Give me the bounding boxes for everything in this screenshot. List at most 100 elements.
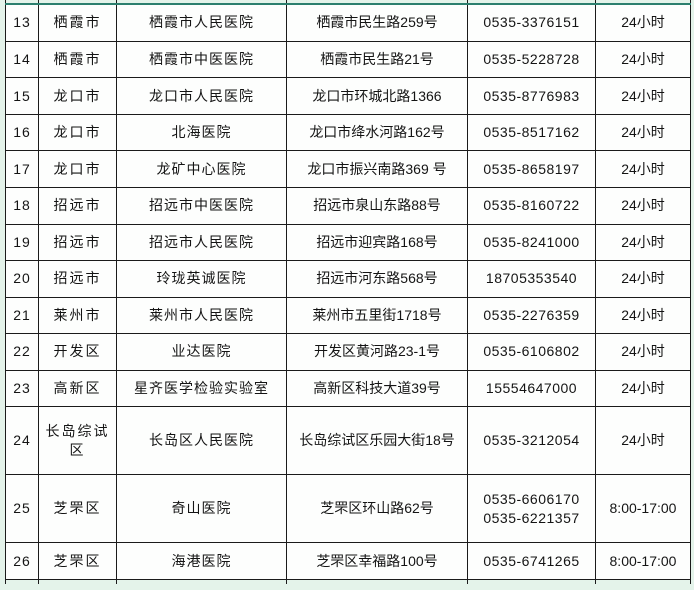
cell-phone-number: 0535-6106802 <box>467 333 596 371</box>
cell-hospital-name: 北海医院 <box>116 113 287 152</box>
cell-address: 招远市河东路568号 <box>286 260 468 298</box>
cell-phone-number: 18705353540 <box>467 260 596 298</box>
cell-district: 栖霞市 <box>38 2 117 42</box>
cell-service-hours: 24小时 <box>595 2 691 42</box>
cell-service-hours: 8:00-17:00 <box>595 542 691 580</box>
table-row: 22 开发区 业达医院 开发区黄河路23-1号 0535-6106802 24小… <box>5 333 691 371</box>
table-body: 13 栖霞市 栖霞市人民医院 栖霞市民生路259号 0535-3376151 2… <box>5 2 691 580</box>
cell-address: 栖霞市民生路21号 <box>286 40 468 79</box>
cell-row-number: 22 <box>5 333 39 371</box>
cell-row-number: 25 <box>5 474 39 544</box>
cell-address: 栖霞市民生路259号 <box>286 2 468 42</box>
cell-district: 长岛综试区 <box>38 406 117 476</box>
cell-service-hours: 24小时 <box>595 223 691 262</box>
cell-hospital-name: 招远市人民医院 <box>116 223 287 262</box>
cell-district: 高新区 <box>38 369 117 408</box>
cell-address: 高新区科技大道39号 <box>286 369 468 408</box>
table-row: 14 栖霞市 栖霞市中医医院 栖霞市民生路21号 0535-5228728 24… <box>5 40 691 79</box>
cell-phone-number: 0535-6741265 <box>467 542 596 580</box>
cell-phone-number: 0535-8160722 <box>467 187 596 225</box>
cell-address: 莱州市五里街1718号 <box>286 296 468 335</box>
cell-phone-number: 0535-3212054 <box>467 406 596 476</box>
cell-phone-number: 0535-6606170 0535-6221357 <box>467 474 596 544</box>
cell-service-hours: 24小时 <box>595 40 691 79</box>
cell-phone-number: 0535-8658197 <box>467 150 596 188</box>
cell-district: 莱州市 <box>38 296 117 335</box>
cell-address: 芝罘区环山路62号 <box>286 474 468 544</box>
cropped-row-stub-top <box>5 0 691 3</box>
cell-district: 龙口市 <box>38 77 117 115</box>
cell-hospital-name: 招远市中医医院 <box>116 187 287 225</box>
cell-address: 招远市泉山东路88号 <box>286 187 468 225</box>
cell-address: 龙口市环城北路1366 <box>286 77 468 115</box>
cell-district: 芝罘区 <box>38 474 117 544</box>
cell-district: 芝罘区 <box>38 542 117 580</box>
cell-hospital-name: 栖霞市中医医院 <box>116 40 287 79</box>
cell-hospital-name: 莱州市人民医院 <box>116 296 287 335</box>
cell-district: 招远市 <box>38 187 117 225</box>
cell-hospital-name: 海港医院 <box>116 542 287 580</box>
cell-service-hours: 24小时 <box>595 77 691 115</box>
cell-hospital-name: 栖霞市人民医院 <box>116 2 287 42</box>
table-row: 23 高新区 星齐医学检验实验室 高新区科技大道39号 15554647000 … <box>5 369 691 408</box>
cell-row-number: 23 <box>5 369 39 408</box>
cropped-row-stub-bottom <box>5 580 691 584</box>
cell-address: 芝罘区幸福路100号 <box>286 542 468 580</box>
cell-district: 开发区 <box>38 333 117 371</box>
cell-district: 招远市 <box>38 223 117 262</box>
cell-service-hours: 24小时 <box>595 369 691 408</box>
cell-row-number: 17 <box>5 150 39 188</box>
cell-hospital-name: 星齐医学检验实验室 <box>116 369 287 408</box>
table-row: 26 芝罘区 海港医院 芝罘区幸福路100号 0535-6741265 8:00… <box>5 542 691 580</box>
cell-hospital-name: 玲珑英诚医院 <box>116 260 287 298</box>
cell-address: 龙口市绛水河路162号 <box>286 113 468 152</box>
cell-row-number: 13 <box>5 2 39 42</box>
cell-phone-number: 0535-8776983 <box>467 77 596 115</box>
table-row: 25 芝罘区 奇山医院 芝罘区环山路62号 0535-6606170 0535-… <box>5 474 691 544</box>
cell-hospital-name: 龙矿中心医院 <box>116 150 287 188</box>
table-row: 16 龙口市 北海医院 龙口市绛水河路162号 0535-8517162 24小… <box>5 113 691 152</box>
cell-phone-number: 15554647000 <box>467 369 596 408</box>
cell-address: 开发区黄河路23-1号 <box>286 333 468 371</box>
cell-district: 龙口市 <box>38 150 117 188</box>
table-row: 13 栖霞市 栖霞市人民医院 栖霞市民生路259号 0535-3376151 2… <box>5 2 691 42</box>
cell-row-number: 18 <box>5 187 39 225</box>
table-row: 24 长岛综试区 长岛区人民医院 长岛综试区乐园大街18号 0535-32120… <box>5 406 691 476</box>
cell-row-number: 20 <box>5 260 39 298</box>
cell-service-hours: 24小时 <box>595 296 691 335</box>
cell-address: 招远市迎宾路168号 <box>286 223 468 262</box>
table-row: 19 招远市 招远市人民医院 招远市迎宾路168号 0535-8241000 2… <box>5 223 691 262</box>
hospital-directory-table: 13 栖霞市 栖霞市人民医院 栖霞市民生路259号 0535-3376151 2… <box>5 2 691 580</box>
table-row: 17 龙口市 龙矿中心医院 龙口市振兴南路369 号 0535-8658197 … <box>5 150 691 188</box>
table-row: 15 龙口市 龙口市人民医院 龙口市环城北路1366 0535-8776983 … <box>5 77 691 115</box>
table-row: 18 招远市 招远市中医医院 招远市泉山东路88号 0535-8160722 2… <box>5 187 691 225</box>
cell-service-hours: 24小时 <box>595 187 691 225</box>
cell-district: 龙口市 <box>38 113 117 152</box>
cell-row-number: 21 <box>5 296 39 335</box>
table-row: 20 招远市 玲珑英诚医院 招远市河东路568号 18705353540 24小… <box>5 260 691 298</box>
cell-address: 龙口市振兴南路369 号 <box>286 150 468 188</box>
cell-address: 长岛综试区乐园大街18号 <box>286 406 468 476</box>
cell-phone-number: 0535-5228728 <box>467 40 596 79</box>
cell-hospital-name: 长岛区人民医院 <box>116 406 287 476</box>
cell-district: 招远市 <box>38 260 117 298</box>
cell-phone-number: 0535-3376151 <box>467 2 596 42</box>
cell-hospital-name: 业达医院 <box>116 333 287 371</box>
cell-hospital-name: 龙口市人民医院 <box>116 77 287 115</box>
cell-row-number: 26 <box>5 542 39 580</box>
cell-service-hours: 8:00-17:00 <box>595 474 691 544</box>
cell-service-hours: 24小时 <box>595 260 691 298</box>
cell-row-number: 16 <box>5 113 39 152</box>
cell-phone-number: 0535-2276359 <box>467 296 596 335</box>
cell-row-number: 15 <box>5 77 39 115</box>
cell-row-number: 14 <box>5 40 39 79</box>
cell-service-hours: 24小时 <box>595 113 691 152</box>
cell-phone-number: 0535-8517162 <box>467 113 596 152</box>
cell-service-hours: 24小时 <box>595 406 691 476</box>
cell-service-hours: 24小时 <box>595 333 691 371</box>
cell-row-number: 24 <box>5 406 39 476</box>
cell-phone-number: 0535-8241000 <box>467 223 596 262</box>
table-row: 21 莱州市 莱州市人民医院 莱州市五里街1718号 0535-2276359 … <box>5 296 691 335</box>
cell-hospital-name: 奇山医院 <box>116 474 287 544</box>
